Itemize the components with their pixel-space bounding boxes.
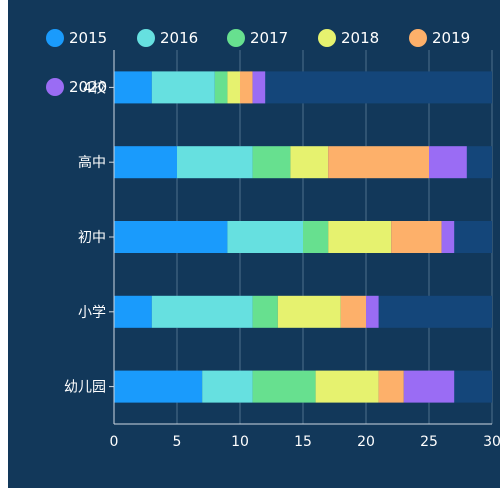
legend-swatch — [46, 29, 64, 47]
bar-segment[interactable] — [151, 71, 215, 104]
bar-segment[interactable] — [441, 221, 455, 253]
bar-segment[interactable] — [202, 370, 253, 403]
bar-segment[interactable] — [290, 146, 329, 179]
x-tick-label: 5 — [173, 434, 182, 450]
legend-swatch — [409, 29, 427, 47]
legend-item[interactable]: 2017 — [227, 29, 288, 47]
bar-segment[interactable] — [114, 295, 152, 328]
bar-segment[interactable] — [214, 71, 228, 104]
bar-segment[interactable] — [240, 71, 253, 104]
legend-swatch — [46, 78, 64, 96]
bar-segment[interactable] — [114, 146, 177, 179]
bar-segment[interactable] — [429, 146, 467, 179]
bar-segment[interactable] — [252, 295, 278, 328]
category-label: 小学 — [78, 305, 106, 321]
bar-segment[interactable] — [403, 370, 455, 403]
legend-item[interactable]: 2016 — [137, 29, 198, 47]
bar-segment[interactable] — [227, 221, 303, 253]
x-tick-label: 15 — [294, 434, 312, 450]
bar-segment[interactable] — [252, 146, 291, 179]
bar-segment[interactable] — [114, 71, 152, 104]
category-label: 幼儿园 — [64, 380, 106, 396]
category-label: 高中 — [78, 154, 106, 171]
legend[interactable]: 2015 2016 2017 2018 2019 2020 — [46, 29, 470, 96]
bar-segment[interactable] — [252, 370, 316, 403]
legend-label: 2018 — [341, 29, 379, 47]
legend-item[interactable]: 2020 — [46, 78, 107, 96]
bar-segment[interactable] — [177, 146, 253, 179]
bar-segment[interactable] — [277, 295, 341, 328]
x-tick-label: 30 — [483, 434, 500, 450]
bar-segment[interactable] — [252, 71, 266, 104]
legend-swatch — [318, 29, 336, 47]
legend-label: 2015 — [69, 29, 107, 47]
category-label: 4校 — [83, 79, 106, 96]
x-tick-label: 20 — [357, 434, 375, 450]
bar-segment[interactable] — [114, 370, 203, 403]
bar-segment[interactable] — [378, 370, 404, 403]
bar-segment[interactable] — [315, 370, 379, 403]
legend-item[interactable]: 2018 — [318, 29, 379, 47]
bar-segment[interactable] — [114, 221, 228, 253]
bar-segment[interactable] — [328, 221, 392, 253]
category-label: 初中 — [78, 229, 106, 246]
bar-segment[interactable] — [391, 221, 442, 253]
legend-swatch — [137, 29, 155, 47]
legend-label: 2019 — [432, 29, 470, 47]
legend-label: 2020 — [69, 78, 107, 96]
legend-swatch — [227, 29, 245, 47]
bars — [114, 71, 492, 403]
bar-segment[interactable] — [366, 295, 379, 328]
bar-segment[interactable] — [303, 221, 329, 253]
x-tick-label: 10 — [231, 434, 249, 450]
x-tick-label: 25 — [420, 434, 438, 450]
legend-label: 2017 — [250, 29, 288, 47]
legend-label: 2016 — [160, 29, 198, 47]
legend-item[interactable]: 2015 — [46, 29, 107, 47]
legend-item[interactable]: 2019 — [409, 29, 470, 47]
bar-segment[interactable] — [227, 71, 240, 104]
bar-segment[interactable] — [151, 295, 253, 328]
bar-segment[interactable] — [340, 295, 366, 328]
x-tick-label: 0 — [110, 434, 119, 450]
axes: 0 5 10 15 20 25 30 幼儿园 小学 初中 高中 4校 — [64, 50, 500, 450]
bar-segment[interactable] — [328, 146, 429, 179]
